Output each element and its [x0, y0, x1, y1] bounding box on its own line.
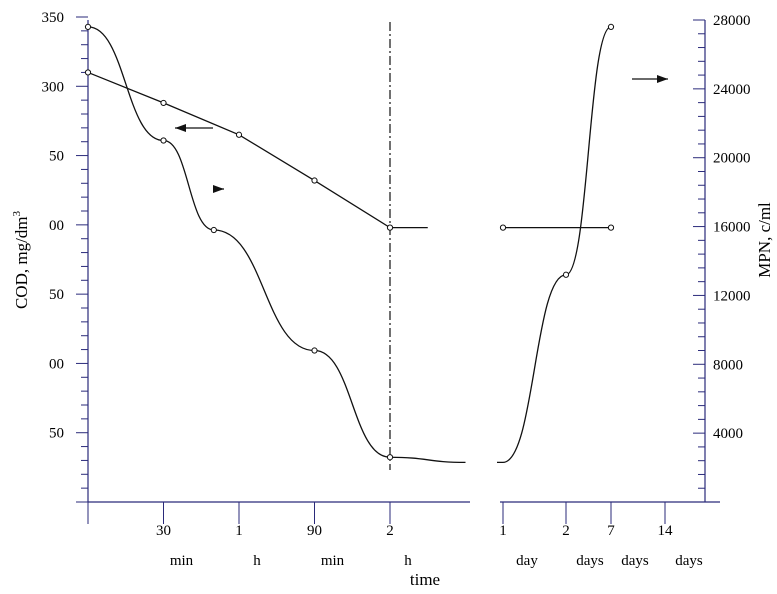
left-y-tick-label: 300: [42, 79, 65, 95]
right-y-tick-label: 16000: [713, 220, 751, 236]
left-y-tick-label: 50: [49, 149, 64, 165]
left-x-tick-unit: h: [253, 553, 261, 569]
series-lines: [87, 26, 612, 464]
left-x-tick-number: 2: [386, 523, 394, 539]
left-y-tick-label: 50: [49, 287, 64, 303]
left-y-tick-label: 00: [49, 356, 64, 372]
x-axis-title: time: [410, 570, 440, 589]
left-x-tick-number: 1: [235, 523, 243, 539]
left-x-tick-unit: min: [321, 553, 345, 569]
left-y-tick-label: 350: [42, 10, 65, 26]
right-x-tick-unit: days: [621, 553, 649, 569]
cod-series-marker: [160, 99, 167, 107]
right-pointing-arrow-head: [213, 185, 224, 193]
mpn-series-marker: [386, 454, 394, 461]
right-x-tick-unit: days: [675, 553, 703, 569]
series-markers: [84, 23, 615, 461]
left-y-tick-label: 00: [49, 218, 64, 234]
cod-series-marker: [311, 177, 318, 184]
mpn-series-continuation-line: [497, 26, 612, 464]
right-y-axis-title: MPN, c/ml: [755, 202, 774, 278]
mpn-series-line: [87, 26, 466, 464]
cod-series-continuation-marker: [499, 224, 507, 231]
right-y-tick-label: 20000: [713, 151, 751, 167]
right-x-tick-number: 2: [562, 523, 570, 539]
left-x-tick-unit: h: [404, 553, 412, 569]
right-y-tick-label: 4000: [713, 426, 743, 442]
cod-series-marker: [235, 131, 243, 138]
left-x-tick-number: 90: [307, 523, 322, 539]
mpn-series-marker: [160, 137, 167, 144]
right-x-tick-number: 14: [658, 523, 674, 539]
tick-labels: 3503005000500050280002400020000160001200…: [42, 10, 751, 569]
left-x-tick-number: 30: [156, 523, 171, 539]
mpn-series-marker: [311, 347, 318, 354]
left-y-tick-label: 50: [49, 426, 64, 442]
left-y-axis-title: COD, mg/dm3: [11, 210, 31, 309]
cod-series-continuation-marker: [607, 224, 615, 231]
mpn-series-marker: [210, 226, 217, 234]
right-x-tick-number: 1: [499, 523, 507, 539]
annotations: [175, 75, 668, 193]
right-x-tick-unit: days: [576, 553, 604, 569]
right-y-tick-label: 28000: [713, 13, 751, 29]
ticks: [76, 16, 705, 524]
left-y-axis-title-main: COD, mg/dm: [12, 216, 31, 309]
left-pointing-arrow-head: [175, 124, 186, 132]
right-y-tick-label: 8000: [713, 357, 743, 373]
mpn-series-continuation-marker: [607, 23, 615, 30]
right-x-tick-unit: day: [516, 553, 538, 569]
axes: [87, 20, 720, 503]
right-y-tick-label: 12000: [713, 288, 751, 304]
left-y-axis-title-superscript: 3: [11, 210, 23, 216]
mpn-series-marker: [84, 23, 92, 30]
right-pointing-arrow-mpn-head: [657, 75, 668, 83]
left-x-tick-unit: min: [170, 553, 194, 569]
right-y-tick-label: 24000: [713, 82, 751, 98]
cod-series-marker: [386, 224, 394, 231]
cod-series-marker: [84, 69, 92, 76]
mpn-series-continuation-marker: [562, 271, 570, 278]
cod-series-line: [87, 71, 428, 229]
right-x-tick-number: 7: [607, 523, 615, 539]
